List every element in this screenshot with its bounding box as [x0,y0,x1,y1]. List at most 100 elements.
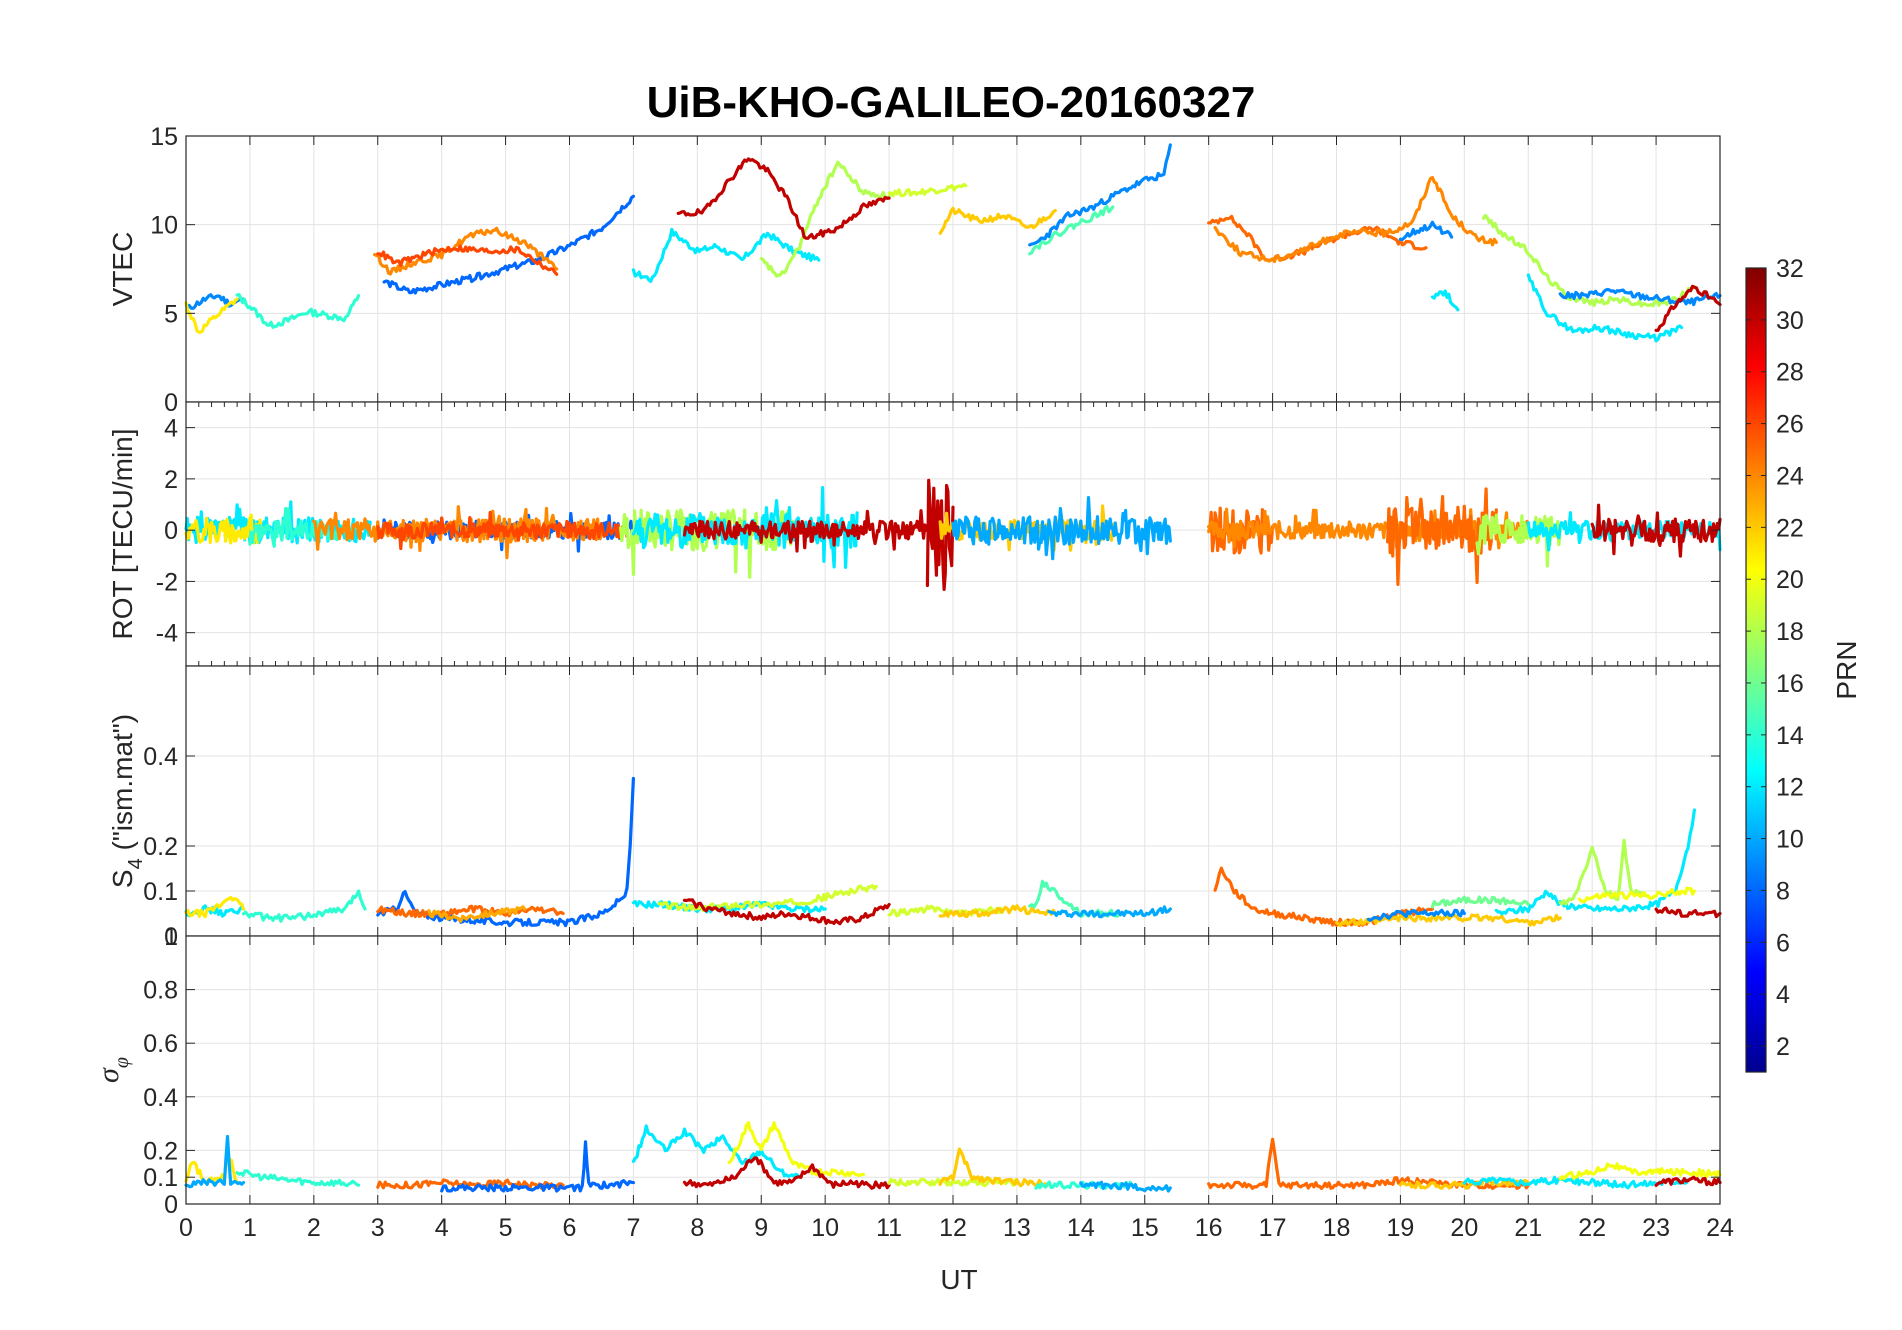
series-prn-14 [235,293,361,329]
y-tick-label: 0.2 [143,1137,178,1165]
series-prn-20 [1577,886,1696,904]
colorbar-tick-label: 26 [1776,411,1804,439]
series-prn-12 [631,1124,802,1179]
series-prn-14 [241,889,367,923]
colorbar-tick-label: 4 [1776,981,1790,1009]
series-prn-10 [184,1134,246,1189]
y-tick-label: 2 [164,466,178,494]
x-tick-label: 12 [939,1214,967,1242]
x-tick-label: 16 [1195,1214,1223,1242]
series-prn-15 [1028,205,1115,256]
x-tick-label: 6 [563,1214,577,1242]
y-tick-label: 0 [164,517,178,545]
traces [184,143,1722,343]
y-axis-label-rot: ROT [TECU/min] [107,428,138,639]
panel-vtec: 0 5 10 15 VTEC [107,123,1722,417]
y-tick-label: 0.1 [143,1164,178,1192]
series-prn-20 [727,1121,866,1178]
panel-rot: -4 -2 0 2 4 ROT [TECU/min] [107,401,1722,667]
colorbar-label: PRN [1831,640,1862,699]
series-prn-30 [682,1156,891,1190]
y-axis-label-vtec: VTEC [107,232,138,307]
colorbar-tick-label: 10 [1776,826,1804,854]
y-tick-label: -4 [156,620,178,648]
series-prn-9 [1398,220,1454,242]
colorbar-tick-label: 20 [1776,566,1804,594]
series-prn-30 [1590,503,1722,558]
series-prn-24 [1213,175,1498,264]
x-axis-label: UT [940,1264,977,1295]
colorbar-tick-label: 24 [1776,462,1804,490]
x-tick-label: 5 [499,1214,513,1242]
x-tick-label: 19 [1387,1214,1415,1242]
traces [184,776,1722,928]
x-tick-label: 11 [876,1214,902,1242]
series-prn-24 [312,505,604,560]
colorbar-gradient [1746,268,1766,1072]
series-prn-18 [759,160,891,278]
x-tick-label: 2 [307,1214,321,1242]
y-axis-label-sub: 4 [125,858,147,869]
series-prn-30 [1654,1175,1722,1187]
series-prn-30 [682,898,891,926]
series-prn-16 [1430,895,1530,909]
colorbar-tick-label: 28 [1776,359,1804,387]
colorbar-tick-label: 30 [1776,307,1804,335]
x-tick-label: 8 [690,1214,704,1242]
traces [184,478,1722,591]
colorbar-tick-label: 14 [1776,722,1804,750]
series-prn-10 [951,496,1172,561]
y-tick-label: -2 [156,568,178,596]
colorbar-tick-label: 8 [1776,877,1790,905]
series-prn-22 [938,904,1057,919]
series-prn-26 [376,510,629,551]
x-tick-label: 9 [754,1214,768,1242]
y-tick-label: 0.1 [143,878,178,906]
x-tick-label: 22 [1578,1214,1606,1242]
series-prn-12 [1494,808,1696,916]
series-prn-12 [631,227,821,283]
series-prn-25 [1386,487,1498,586]
series-prn-12 [1462,1175,1690,1190]
chart-title: UiB-KHO-GALILEO-20160327 [647,78,1256,127]
series-prn-21 [184,513,263,545]
series-prn-26 [376,244,559,276]
x-tick-label: 23 [1642,1214,1670,1242]
colorbar-tick-label: 2 [1776,1033,1790,1061]
series-prn-22 [938,206,1057,235]
series-prn-10 [1079,1180,1172,1193]
y-tick-label: 0.2 [143,833,178,861]
series-prn-22 [938,1147,1051,1188]
y-tick-label: 0 [164,1191,178,1219]
colorbar-tick-label: 6 [1776,929,1790,957]
series-prn-10 [1047,905,1172,919]
y-tick-label: 0.8 [143,977,178,1005]
y-axis-label-sigma: σφ [92,1057,133,1083]
x-tick-label: 24 [1706,1214,1734,1242]
series-prn-21 [184,297,239,334]
x-tick-label: 0 [179,1214,193,1242]
y-tick-label: 0.4 [143,743,178,771]
colorbar-tick-label: 32 [1776,255,1804,283]
series-prn-20 [1558,1162,1722,1181]
series-prn-25 [376,904,565,919]
y-tick-label: 5 [164,300,178,328]
x-tick-label: 7 [626,1214,640,1242]
traces [184,1121,1722,1193]
series-prn-19 [657,884,878,913]
x-tick-label: 15 [1131,1214,1159,1242]
series-prn-9 [1366,908,1466,922]
series-prn-8 [440,1140,635,1193]
x-tick-label: 13 [1003,1214,1031,1242]
x-tick-labels: 0 1 2 3 4 5 6 7 8 9 10 11 12 13 14 15 16 17 18 19 20 21 22 23 24 [179,1214,1734,1242]
y-tick-label: 0 [164,389,178,417]
y-axis-label-rest: ("ism.mat") [107,714,138,858]
x-tick-label: 3 [371,1214,385,1242]
colorbar-frame [1745,267,1767,1073]
colorbar-tick-label: 22 [1776,514,1804,542]
y-tick-label: 0.4 [143,1084,178,1112]
series-prn-24 [1207,507,1530,550]
